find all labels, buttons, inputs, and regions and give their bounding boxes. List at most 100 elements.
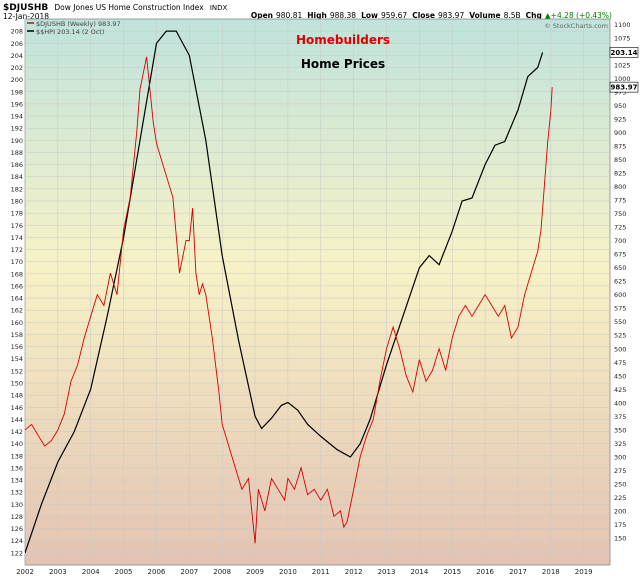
stat-value: 959.67: [381, 11, 407, 20]
right-tick-label: 450: [614, 372, 626, 380]
left-tick-label: 130: [11, 501, 23, 509]
right-tick-label: 250: [614, 480, 626, 488]
x-tick-label: 2002: [16, 568, 34, 576]
left-tick-label: 170: [11, 258, 23, 266]
right-axis: 150 175 200 225 250 275 300 325 350 375 400 425 450 4…: [614, 21, 631, 543]
left-tick-label: 148: [11, 392, 23, 400]
left-tick-label: 128: [11, 513, 23, 521]
x-tick-label: 2019: [575, 568, 593, 576]
left-tick-label: 184: [11, 173, 23, 181]
stat-value: 980.81: [276, 11, 302, 20]
right-tick-label: 275: [614, 467, 626, 475]
right-tick-label: 750: [614, 210, 626, 218]
right-tick-label: 850: [614, 156, 626, 164]
series-line-hpi: [25, 30, 544, 554]
left-tick-label: 144: [11, 416, 23, 424]
chart-header: $DJUSHB Dow Jones US Home Construction I…: [3, 3, 612, 21]
left-tick-label: 166: [11, 282, 23, 290]
x-tick-label: 2013: [378, 568, 396, 576]
x-tick-label: 2018: [542, 568, 560, 576]
quote-stats: Open 980.81 High 988.38 Low 959.67 Close 983.97…: [251, 11, 612, 20]
x-tick-label: 2016: [476, 568, 494, 576]
x-tick-label: 2010: [279, 568, 297, 576]
stat-value: 988.38: [330, 11, 356, 20]
index-description: Dow Jones US Home Construction Index: [54, 3, 204, 12]
right-tick-label: 1100: [614, 21, 631, 29]
x-tick-label: 2005: [115, 568, 133, 576]
legend: $DJUSHB (Weekly) 983.97 $$HPI 203.14 (2 …: [27, 20, 121, 36]
left-tick-label: 190: [11, 137, 23, 145]
left-tick-label: 122: [11, 549, 23, 557]
plot-background: [24, 18, 611, 566]
left-tick-label: 160: [11, 319, 23, 327]
stat-label: Volume: [469, 11, 500, 20]
right-tick-label: 350: [614, 426, 626, 434]
left-tick-label: 188: [11, 149, 23, 157]
right-tick-label: 375: [614, 413, 626, 421]
stat-label: Close: [412, 11, 435, 20]
last-value-hpi: 203.14: [610, 49, 637, 57]
stat-value: 983.97: [438, 11, 464, 20]
right-tick-label: 875: [614, 143, 626, 151]
plot-area: [24, 18, 611, 566]
right-tick-label: 400: [614, 399, 626, 407]
x-tick-label: 2003: [49, 568, 67, 576]
stat-value: ▲+4.28 (+0.43%): [545, 11, 612, 20]
grid: [24, 19, 610, 565]
right-tick-label: 625: [614, 278, 626, 286]
x-tick-label: 2017: [509, 568, 527, 576]
x-tick-label: 2015: [443, 568, 461, 576]
right-tick-label: 675: [614, 251, 626, 259]
last-value-tag-djushb: 983.97: [609, 81, 639, 93]
x-tick-label: 2006: [148, 568, 166, 576]
legend-item-djushb: $DJUSHB (Weekly) 983.97: [27, 20, 121, 28]
right-tick-label: 600: [614, 291, 626, 299]
right-tick-label: 975: [614, 88, 626, 96]
left-tick-label: 140: [11, 440, 23, 448]
right-tick-label: 225: [614, 494, 626, 502]
right-tick-label: 500: [614, 345, 626, 353]
right-tick-label: 725: [614, 224, 626, 232]
right-tick-label: 800: [614, 183, 626, 191]
last-value-djushb: 983.97: [610, 84, 637, 92]
right-tick-label: 1025: [614, 61, 631, 69]
legend-item-hpi: $$HPI 203.14 (2 Oct): [27, 28, 104, 36]
left-tick-label: 138: [11, 452, 23, 460]
right-tick-label: 525: [614, 332, 626, 340]
right-tick-label: 1000: [614, 75, 631, 83]
left-tick-label: 136: [11, 464, 23, 472]
x-tick-label: 2012: [345, 568, 363, 576]
legend-label: $$HPI 203.14 (2 Oct): [36, 28, 104, 36]
stat-label: High: [307, 11, 327, 20]
left-tick-label: 164: [11, 295, 23, 303]
x-tick-label: 2004: [82, 568, 100, 576]
right-tick-label: 575: [614, 305, 626, 313]
left-tick-label: 156: [11, 343, 23, 351]
exchange: INDX: [210, 4, 228, 12]
right-tick-label: 200: [614, 507, 626, 515]
right-tick-label: 900: [614, 129, 626, 137]
right-tick-label: 925: [614, 116, 626, 124]
right-tick-label: 300: [614, 453, 626, 461]
x-tick-label: 2009: [246, 568, 264, 576]
right-tick-label: 650: [614, 264, 626, 272]
right-tick-label: 700: [614, 237, 626, 245]
right-tick-label: 775: [614, 197, 626, 205]
left-tick-label: 182: [11, 185, 23, 193]
left-tick-label: 174: [11, 234, 23, 242]
left-tick-label: 158: [11, 331, 23, 339]
left-tick-label: 126: [11, 525, 23, 533]
left-tick-label: 206: [11, 40, 23, 48]
last-value-tag-hpi: 203.14: [609, 47, 639, 58]
right-tick-label: 550: [614, 318, 626, 326]
stat-label: Low: [361, 11, 378, 20]
x-tick-label: 2014: [410, 568, 428, 576]
legend-label: $DJUSHB (Weekly) 983.97: [36, 20, 121, 28]
x-tick-label: 2007: [180, 568, 198, 576]
stat-label: Open: [251, 11, 273, 20]
left-tick-label: 180: [11, 198, 23, 206]
left-tick-label: 198: [11, 88, 23, 96]
left-tick-label: 124: [11, 537, 23, 545]
left-tick-label: 172: [11, 246, 23, 254]
left-tick-label: 196: [11, 100, 23, 108]
